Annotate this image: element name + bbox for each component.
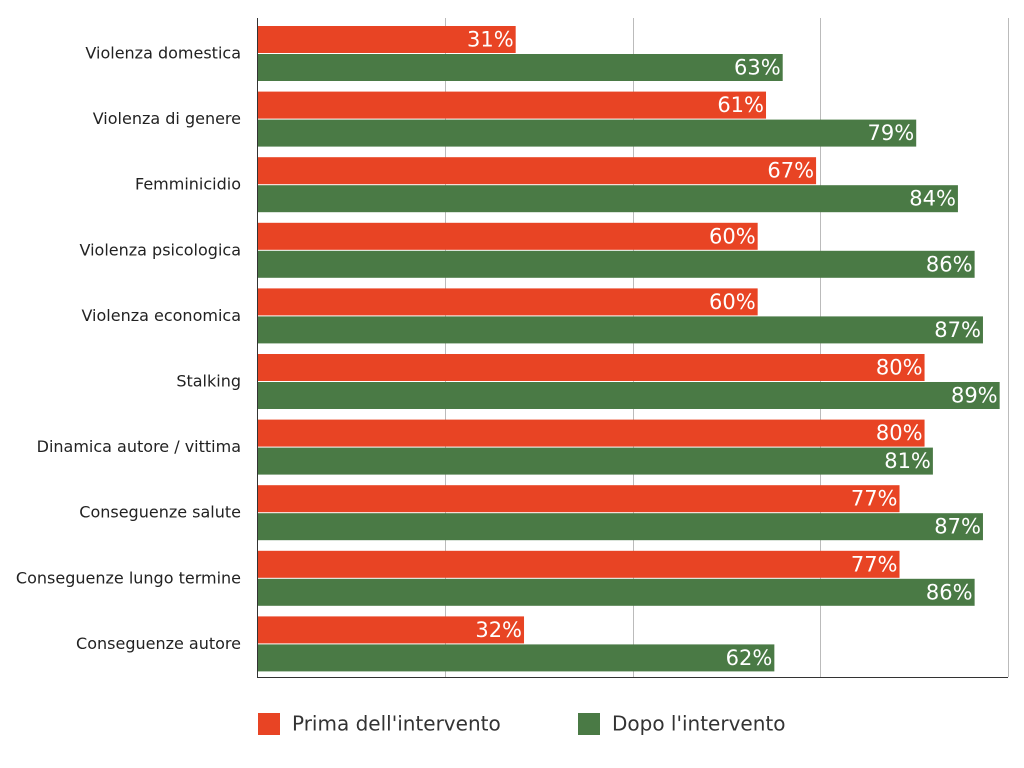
legend-label: Dopo l'intervento xyxy=(612,712,785,736)
category-label: Violenza domestica xyxy=(85,44,241,63)
bar-dopo xyxy=(257,513,983,541)
data-label: 84% xyxy=(909,187,956,211)
bar-prima xyxy=(257,485,900,513)
data-label: 60% xyxy=(709,290,756,314)
data-label: 86% xyxy=(926,252,973,276)
data-label: 60% xyxy=(709,224,756,248)
category-label: Conseguenze autore xyxy=(76,634,241,653)
bar-prima xyxy=(257,354,925,381)
category-label: Conseguenze lungo termine xyxy=(16,568,241,587)
bar-prima xyxy=(257,157,817,185)
bar-dopo xyxy=(257,119,917,147)
bar-dopo xyxy=(257,185,958,213)
data-label: 62% xyxy=(726,646,773,670)
bar-prima xyxy=(257,91,767,119)
data-label: 87% xyxy=(934,515,981,539)
data-label: 87% xyxy=(934,318,981,342)
bar-dopo xyxy=(257,250,975,278)
data-label: 79% xyxy=(868,121,915,145)
bar-prima xyxy=(257,419,925,447)
data-label: 31% xyxy=(467,28,514,52)
data-label: 80% xyxy=(876,356,923,380)
category-label: Violenza di genere xyxy=(93,109,241,128)
data-label: 67% xyxy=(767,159,814,183)
bar-dopo xyxy=(257,447,933,475)
data-label: 77% xyxy=(851,487,898,511)
bar-dopo xyxy=(257,382,1000,409)
bar-dopo xyxy=(257,644,775,672)
bar-prima xyxy=(257,222,758,250)
category-label: Conseguenze salute xyxy=(79,503,241,522)
data-label: 77% xyxy=(851,552,898,576)
bar-dopo xyxy=(257,316,983,344)
data-label: 32% xyxy=(475,618,522,642)
bar-prima xyxy=(257,288,758,316)
category-label: Violenza psicologica xyxy=(79,240,241,259)
bar-dopo xyxy=(257,54,783,81)
category-label: Dinamica autore / vittima xyxy=(37,437,241,456)
data-label: 80% xyxy=(876,421,923,445)
data-label: 63% xyxy=(734,56,781,80)
category-label: Femminicidio xyxy=(135,175,241,194)
category-label: Stalking xyxy=(176,372,241,391)
data-label: 89% xyxy=(951,384,998,408)
legend-swatch xyxy=(578,713,600,735)
data-label: 61% xyxy=(717,93,764,117)
data-label: 81% xyxy=(884,449,931,473)
category-label: Violenza economica xyxy=(81,306,241,325)
legend-swatch xyxy=(258,713,280,735)
data-label: 86% xyxy=(926,580,973,604)
bar-prima xyxy=(257,616,525,644)
legend-label: Prima dell'intervento xyxy=(292,712,501,736)
bar-dopo xyxy=(257,578,975,606)
bar-prima xyxy=(257,26,516,53)
bar-prima xyxy=(257,550,900,578)
